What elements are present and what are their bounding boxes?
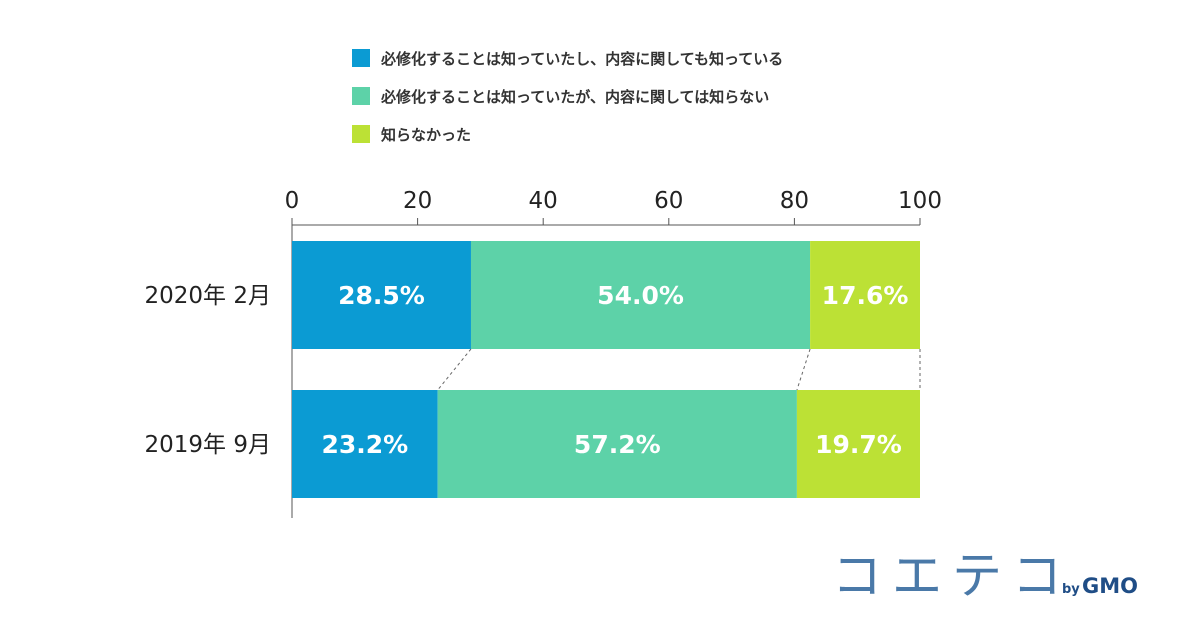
x-tick-label: 60 — [654, 188, 683, 214]
legend-swatch-1 — [352, 49, 370, 67]
bars — [292, 241, 920, 498]
bar-segment — [292, 390, 438, 498]
logo-gmo: GMO — [1082, 574, 1138, 598]
bar-segment — [437, 390, 797, 498]
bar-value-label: 23.2% — [321, 430, 408, 459]
x-tick-label: 20 — [403, 188, 432, 214]
bar-segment — [810, 241, 920, 349]
bar-labels: 28.5% 54.0% 17.6% 23.2% 57.2% 19.7% — [321, 281, 908, 459]
logo-by: by — [1062, 582, 1080, 597]
logo-text: コエテコ — [832, 547, 1072, 605]
connector-line — [796, 348, 811, 391]
bar-value-label: 28.5% — [338, 281, 425, 310]
bar-value-label: 17.6% — [822, 281, 909, 310]
legend-label-3: 知らなかった — [381, 126, 471, 144]
category-label: 2019年 9月 — [145, 432, 271, 458]
legend-swatch-3 — [352, 125, 370, 143]
legend-label-1: 必修化することは知っていたし、内容に関しても知っている — [380, 50, 783, 68]
connector-lines — [437, 348, 921, 391]
x-tick-label: 100 — [898, 188, 942, 214]
bar-value-label: 54.0% — [597, 281, 684, 310]
legend: 必修化することは知っていたし、内容に関しても知っている必修化することは知っていた… — [352, 49, 783, 144]
bar-segment — [292, 241, 471, 349]
category-label: 2020年 2月 — [145, 283, 271, 309]
x-tick-label: 40 — [529, 188, 558, 214]
connector-line — [437, 348, 472, 391]
bar-segment — [796, 390, 920, 498]
x-tick-label: 0 — [285, 188, 300, 214]
x-axis: 0 20 40 60 80 100 — [285, 188, 942, 226]
bar-value-label: 19.7% — [815, 430, 902, 459]
brand-logo: コエテコ by GMO — [832, 547, 1138, 605]
x-tick-label: 80 — [780, 188, 809, 214]
legend-swatch-2 — [352, 87, 370, 105]
bar-segment — [470, 241, 811, 349]
y-axis: 2020年 2月 2019年 9月 — [145, 225, 293, 518]
legend-label-2: 必修化することは知っていたが、内容に関しては知らない — [380, 88, 769, 106]
bar-value-label: 57.2% — [574, 430, 661, 459]
